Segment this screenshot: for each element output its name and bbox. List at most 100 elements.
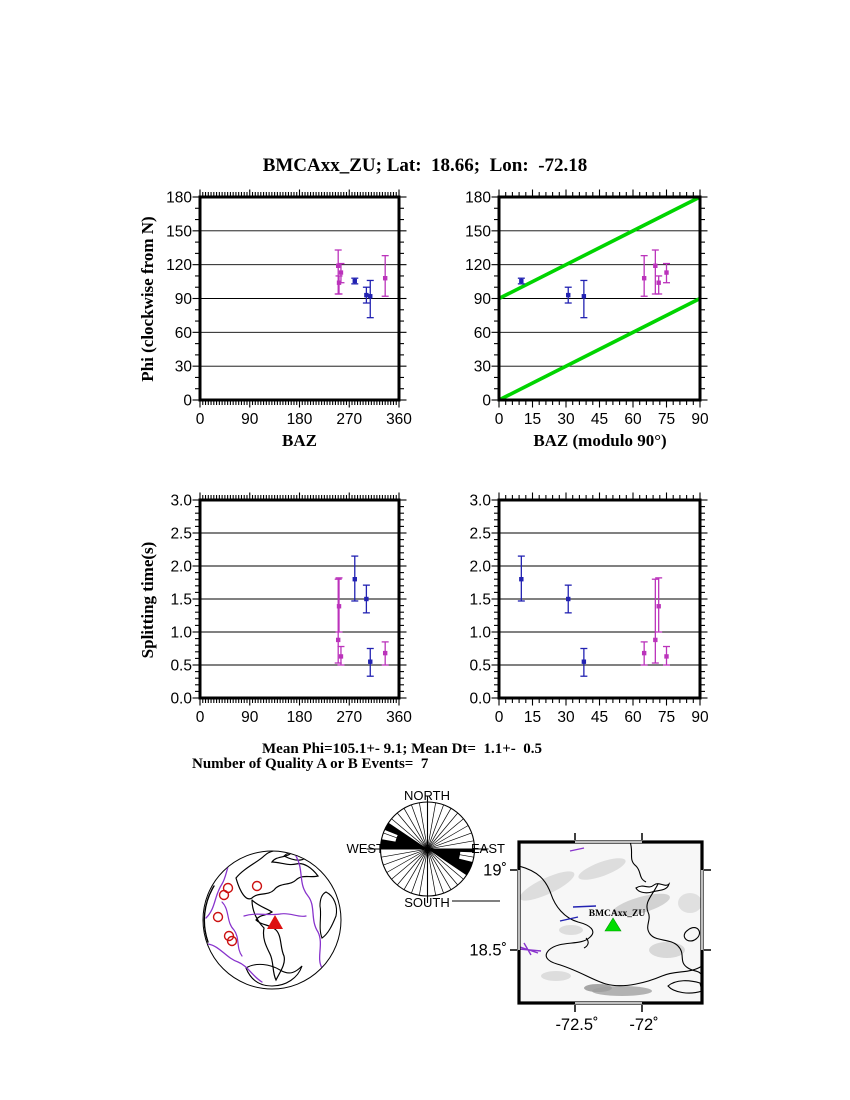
x-tick-label: 45 xyxy=(591,411,608,428)
x-tick-label: 30 xyxy=(557,709,575,726)
data-point-magenta xyxy=(337,262,345,284)
map-coast-detail xyxy=(583,937,589,949)
rose-label-west: WEST xyxy=(346,841,384,856)
y-axis-label-phi: Phi (clockwise from N) xyxy=(138,216,157,382)
y-tick-label: 2.5 xyxy=(469,526,491,543)
globe-plate-boundary xyxy=(221,901,243,957)
y-axis-label-splitting-time: Splitting time(s) xyxy=(138,541,157,659)
station-map: -72.5˚ -72˚ 19˚ 18.5˚ BMCAxx_ZU xyxy=(469,833,711,1034)
map-lat-label: 19˚ xyxy=(483,862,507,880)
x-tick-label: 180 xyxy=(287,709,313,726)
reference-line-90deg xyxy=(498,195,701,301)
x-tick-label: 360 xyxy=(386,709,412,726)
axis-ticks xyxy=(491,492,708,706)
y-tick-label: 1.5 xyxy=(469,592,491,609)
y-tick-label: 1.5 xyxy=(170,592,192,609)
x-axis-label-baz: BAZ xyxy=(282,431,317,450)
reference-line-90deg xyxy=(498,296,701,402)
data-point-magenta xyxy=(337,645,345,666)
data-point-magenta xyxy=(335,577,343,633)
globe-event-circle xyxy=(212,911,224,923)
globe-plate-boundary xyxy=(295,855,323,969)
data-point-magenta xyxy=(381,641,389,666)
mean-statistics-text: Mean Phi=105.1+- 9.1; Mean Dt= 1.1+- 0.5 xyxy=(262,741,542,757)
map-coastline-gonave-gulf xyxy=(519,865,594,965)
globe-event-circle xyxy=(223,930,235,942)
y-tick-label: 0 xyxy=(183,393,192,410)
x-tick-label: 360 xyxy=(386,411,412,428)
y-tick-label: 180 xyxy=(166,190,192,207)
data-point-magenta xyxy=(663,262,670,284)
map-fault-segment xyxy=(572,905,597,908)
map-lon-label: -72˚ xyxy=(629,1016,658,1034)
x-tick-label: 0 xyxy=(495,709,504,726)
station-label: BMCAxx_ZU xyxy=(589,909,646,919)
y-tick-label: 0.5 xyxy=(469,658,491,675)
data-point-blue xyxy=(362,584,370,614)
x-tick-label: 45 xyxy=(591,709,608,726)
globe-station-triangle xyxy=(267,915,283,929)
map-ticks xyxy=(510,833,711,1012)
data-point-magenta xyxy=(651,249,659,295)
y-tick-label: 0.0 xyxy=(170,691,192,708)
rose-label-east: EAST xyxy=(471,841,505,856)
globe-coast-africa xyxy=(319,891,338,939)
y-tick-label: 120 xyxy=(465,257,491,274)
globe-outline xyxy=(202,850,342,990)
x-tick-label: 75 xyxy=(658,709,675,726)
x-tick-label: 30 xyxy=(557,411,575,428)
rose-notch xyxy=(380,829,398,842)
map-lon-label: -72.5˚ xyxy=(555,1016,598,1034)
y-tick-label: 90 xyxy=(474,291,492,308)
globe-rim-arc xyxy=(203,885,215,943)
map-lake xyxy=(635,882,671,894)
x-tick-label: 60 xyxy=(624,411,642,428)
data-point-blue xyxy=(517,277,525,285)
y-tick-label: 1.0 xyxy=(170,625,192,642)
x-tick-label: 90 xyxy=(241,709,259,726)
x-tick-label: 90 xyxy=(691,709,709,726)
data-point-blue xyxy=(366,647,374,677)
map-lat-label: 18.5˚ xyxy=(469,942,507,960)
x-axis-label-baz-modulo: BAZ (modulo 90°) xyxy=(533,431,667,450)
y-tick-label: 2.0 xyxy=(170,559,192,576)
y-tick-label: 90 xyxy=(175,291,193,308)
data-point-blue xyxy=(362,286,370,304)
y-tick-label: 60 xyxy=(474,325,492,342)
data-point-blue xyxy=(517,555,525,602)
x-tick-label: 0 xyxy=(196,411,205,428)
rose-diagram xyxy=(366,796,500,903)
globe-coast-antarctica xyxy=(245,963,303,987)
rose-notch xyxy=(458,851,476,863)
y-tick-label: 3.0 xyxy=(170,493,192,510)
map-fault-segment xyxy=(559,916,579,922)
data-point-magenta xyxy=(640,254,648,297)
rose-label-south: SOUTH xyxy=(404,895,450,910)
x-tick-label: 0 xyxy=(196,709,205,726)
plot-phi-vs-baz: 0 90 180 270 360 0 30 60 90 120 150 180 xyxy=(166,189,412,428)
map-coast-loop xyxy=(683,927,700,942)
y-tick-label: 150 xyxy=(166,223,192,240)
station-triangle-marker xyxy=(604,917,622,932)
x-tick-label: 180 xyxy=(287,411,313,428)
plot-frame xyxy=(198,195,401,402)
plot-frame xyxy=(198,498,401,700)
globe-event-circle xyxy=(251,880,263,892)
x-tick-label: 90 xyxy=(241,411,259,428)
globe-event-markers xyxy=(212,880,283,947)
data-point-magenta xyxy=(651,578,659,664)
globe-coast-north-america xyxy=(235,851,320,900)
plot-phi-vs-bazmod: 0 15 30 45 60 75 90 0 30 60 90 120 150 180 xyxy=(465,189,709,428)
data-point-blue xyxy=(351,555,359,602)
y-tick-label: 30 xyxy=(175,359,193,376)
y-tick-label: 180 xyxy=(465,190,491,207)
data-point-magenta xyxy=(334,578,342,664)
plot-dt-vs-bazmod: 0 15 30 45 60 75 90 0.0 0.5 1.0 1.5 2.0 2.5 3.0 xyxy=(469,492,709,726)
data-point-magenta xyxy=(655,577,663,633)
x-tick-label: 75 xyxy=(658,411,675,428)
plot-dt-vs-baz: 0 90 180 270 360 0.0 0.5 1.0 1.5 2.0 2.5 3.0 xyxy=(170,492,412,726)
y-tick-label: 150 xyxy=(465,223,491,240)
x-tick-label: 60 xyxy=(624,709,642,726)
plot-frame xyxy=(497,498,702,700)
